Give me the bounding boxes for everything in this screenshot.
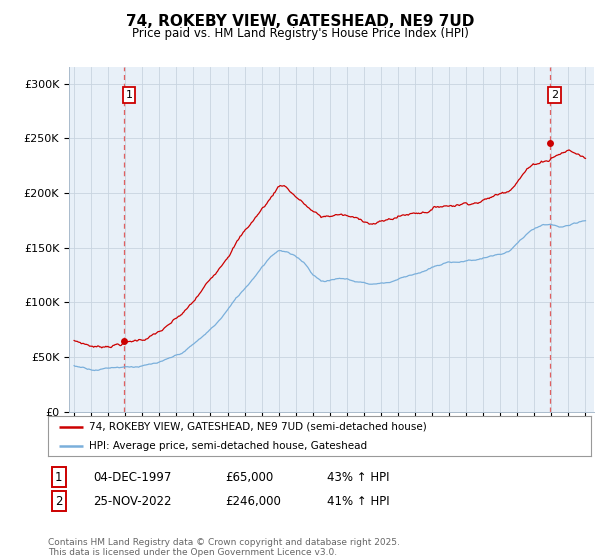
Text: Contains HM Land Registry data © Crown copyright and database right 2025.
This d: Contains HM Land Registry data © Crown c… [48,538,400,557]
Text: 41% ↑ HPI: 41% ↑ HPI [327,494,389,508]
Text: 1: 1 [55,470,62,484]
Text: £246,000: £246,000 [225,494,281,508]
Text: 74, ROKEBY VIEW, GATESHEAD, NE9 7UD (semi-detached house): 74, ROKEBY VIEW, GATESHEAD, NE9 7UD (sem… [89,422,427,432]
Text: 74, ROKEBY VIEW, GATESHEAD, NE9 7UD: 74, ROKEBY VIEW, GATESHEAD, NE9 7UD [126,14,474,29]
Text: Price paid vs. HM Land Registry's House Price Index (HPI): Price paid vs. HM Land Registry's House … [131,27,469,40]
Text: 2: 2 [551,90,559,100]
Text: 25-NOV-2022: 25-NOV-2022 [93,494,172,508]
Text: 04-DEC-1997: 04-DEC-1997 [93,470,172,484]
Text: 1: 1 [125,90,133,100]
Text: HPI: Average price, semi-detached house, Gateshead: HPI: Average price, semi-detached house,… [89,441,367,450]
Text: 43% ↑ HPI: 43% ↑ HPI [327,470,389,484]
Text: £65,000: £65,000 [225,470,273,484]
Text: 2: 2 [55,494,62,508]
